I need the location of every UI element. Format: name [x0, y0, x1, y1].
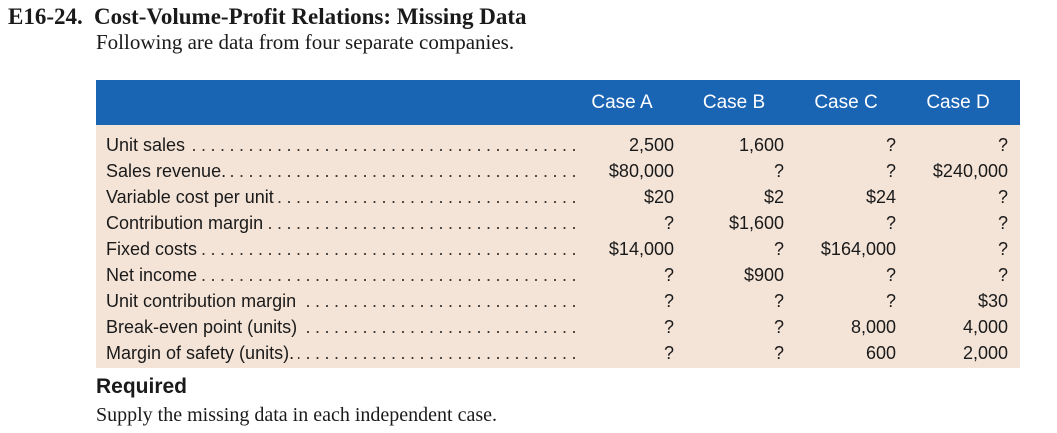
data-table: Case A Case B Case C Case D ............…: [96, 80, 1020, 368]
table-row: ........................................…: [96, 184, 1020, 210]
exercise-title: Cost-Volume-Profit Relations: Missing Da…: [94, 4, 527, 29]
cell-case-b: ?: [773, 343, 784, 363]
cell-case-c: $24: [865, 187, 896, 207]
column-header-case-a: Case A: [591, 92, 653, 113]
column-header-case-d: Case D: [926, 92, 990, 113]
cell-case-a: $20: [643, 187, 674, 207]
table-row: ........................................…: [96, 210, 1020, 236]
cell-case-d: ?: [997, 239, 1008, 259]
cell-case-a: $80,000: [608, 161, 674, 181]
row-label: Unit contribution margin: [106, 291, 301, 311]
cell-case-c: ?: [885, 265, 896, 285]
cell-case-c: ?: [885, 161, 896, 181]
column-header-case-c: Case C: [814, 92, 878, 113]
cell-case-a: ?: [663, 317, 674, 337]
cell-case-b: ?: [773, 161, 784, 181]
cell-case-c: $164,000: [820, 239, 896, 259]
cell-case-d: ?: [997, 265, 1008, 285]
cell-case-d: ?: [997, 135, 1008, 155]
row-label: Contribution margin: [106, 213, 268, 233]
table-row: ........................................…: [96, 340, 1020, 366]
cell-case-d: 4,000: [962, 317, 1008, 337]
cell-case-a: ?: [663, 291, 674, 311]
cell-case-d: ?: [997, 187, 1008, 207]
cell-case-b: ?: [773, 239, 784, 259]
table-row: ........................................…: [96, 132, 1020, 158]
cell-case-b: $2: [763, 187, 784, 207]
cell-case-b: 1,600: [738, 135, 784, 155]
row-label: Break-even point (units): [106, 317, 302, 337]
cell-case-a: $14,000: [608, 239, 674, 259]
cell-case-b: $900: [743, 265, 784, 285]
table-row: ........................................…: [96, 236, 1020, 262]
cell-case-d: ?: [997, 213, 1008, 233]
row-label: Sales revenue.: [106, 161, 231, 181]
row-label: Margin of safety (units).: [106, 343, 299, 363]
cell-case-c: 8,000: [850, 317, 896, 337]
row-label: Variable cost per unit: [106, 187, 278, 207]
row-label: Fixed costs: [106, 239, 202, 259]
cell-case-c: ?: [885, 135, 896, 155]
table-row: ........................................…: [96, 314, 1020, 340]
cell-case-c: ?: [885, 213, 896, 233]
table-row: ........................................…: [96, 158, 1020, 184]
exercise-number: E16-24.: [8, 4, 83, 29]
cell-case-d: $240,000: [932, 161, 1008, 181]
cell-case-a: ?: [663, 343, 674, 363]
row-label: Unit sales: [106, 135, 190, 155]
cell-case-c: 600: [865, 343, 896, 363]
cell-case-d: $30: [977, 291, 1008, 311]
table-header: Case A Case B Case C Case D: [96, 80, 1020, 125]
cell-case-a: 2,500: [628, 135, 674, 155]
cell-case-b: $1,600: [728, 213, 784, 233]
required-heading: Required: [96, 375, 188, 398]
required-text: Supply the missing data in each independ…: [96, 404, 498, 426]
cell-case-b: ?: [773, 317, 784, 337]
cell-case-a: ?: [663, 213, 674, 233]
exercise-heading: E16-24. Cost-Volume-Profit Relations: Mis…: [8, 4, 527, 30]
cell-case-d: 2,000: [962, 343, 1008, 363]
cell-case-a: ?: [663, 265, 674, 285]
row-label: Net income: [106, 265, 202, 285]
column-header-case-b: Case B: [702, 92, 766, 113]
table-row: ........................................…: [96, 262, 1020, 288]
exercise-intro: Following are data from four separate co…: [96, 30, 515, 54]
cell-case-c: ?: [885, 291, 896, 311]
cell-case-b: ?: [773, 291, 784, 311]
table-row: ........................................…: [96, 288, 1020, 314]
